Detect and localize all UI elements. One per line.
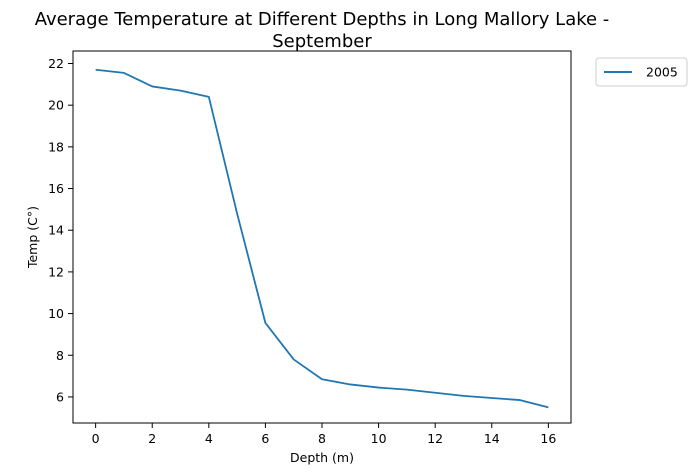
x-tick-label: 12 xyxy=(427,431,443,446)
y-axis-label: Temp (C°) xyxy=(25,206,40,269)
x-tick-label: 0 xyxy=(92,431,100,446)
y-tick-label: 14 xyxy=(48,223,64,238)
y-tick-label: 22 xyxy=(48,56,64,71)
y-tick-label: 10 xyxy=(48,306,64,321)
series-line-2005 xyxy=(95,68,549,409)
plot-area: 0 2 4 6 8 10 12 14 16 6 8 10 12 14 16 18 20 22 xyxy=(48,56,556,446)
y-tick-label: 6 xyxy=(56,389,64,404)
x-tick-label: 4 xyxy=(205,431,213,446)
x-tick-label: 14 xyxy=(484,431,500,446)
x-tick-label: 2 xyxy=(148,431,156,446)
y-tick-label: 8 xyxy=(56,348,64,363)
y-tick-label: 16 xyxy=(48,181,64,196)
x-axis-label: Depth (m) xyxy=(290,450,354,465)
legend-label-2005: 2005 xyxy=(646,65,678,80)
x-tick-label: 6 xyxy=(261,431,269,446)
chart-title-line-2: September xyxy=(272,31,372,52)
x-tick-label: 16 xyxy=(540,431,556,446)
legend: 2005 xyxy=(595,57,688,87)
legend-box xyxy=(595,57,688,87)
x-tick-label: 10 xyxy=(371,431,387,446)
plot-frame xyxy=(72,50,572,424)
chart-title-line-1: Average Temperature at Different Depths … xyxy=(35,9,610,30)
y-tick-label: 18 xyxy=(48,139,64,154)
x-tick-label: 8 xyxy=(318,431,326,446)
y-tick-label: 12 xyxy=(48,264,64,279)
y-tick-label: 20 xyxy=(48,98,64,113)
